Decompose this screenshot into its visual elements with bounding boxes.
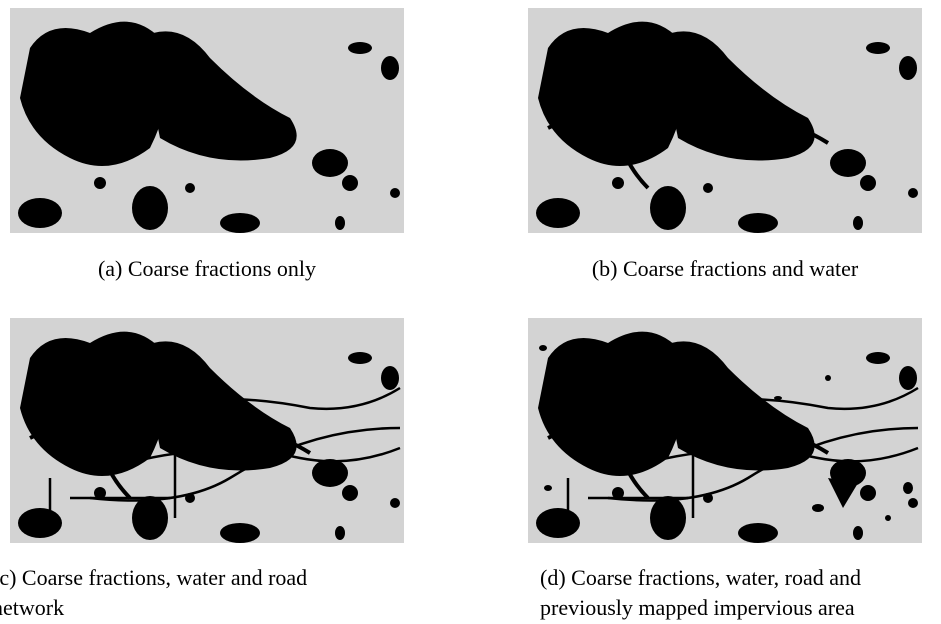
caption: (a) Coarse fractions only	[98, 256, 316, 281]
caption: network	[0, 595, 64, 620]
figure: (a) Coarse fractions only (b) Coarse fra…	[0, 0, 941, 624]
caption: (d) Coarse fractions, water, road and	[540, 565, 861, 590]
caption: previously mapped impervious area	[540, 595, 855, 620]
panel-d	[528, 318, 922, 543]
panel-c	[10, 318, 404, 543]
caption: (c) Coarse fractions, water and road	[0, 565, 307, 590]
panel-a	[10, 8, 404, 233]
panel-b	[528, 8, 922, 233]
caption: (b) Coarse fractions and water	[592, 256, 859, 281]
